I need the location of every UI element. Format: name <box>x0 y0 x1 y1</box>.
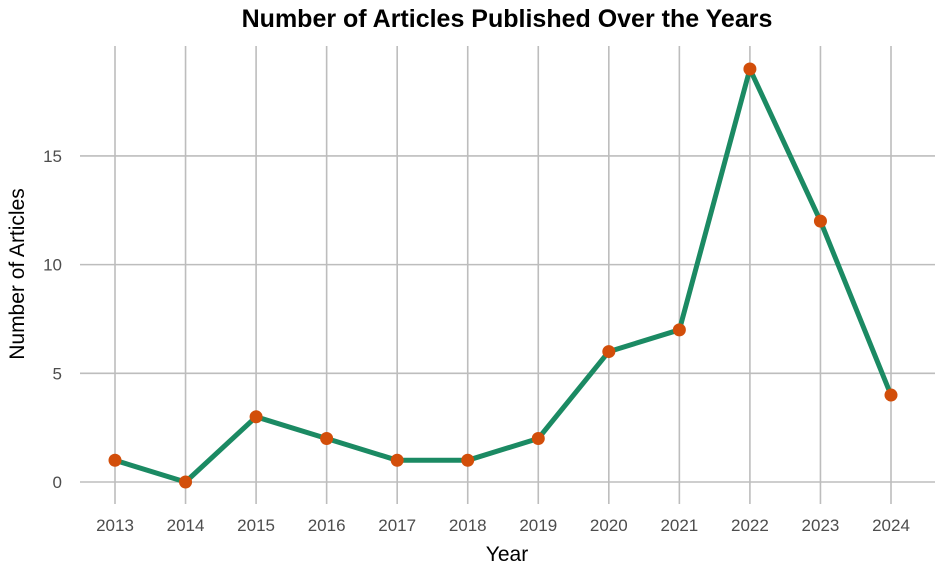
data-point <box>390 453 404 467</box>
x-tick-label: 2014 <box>167 516 205 535</box>
chart-title: Number of Articles Published Over the Ye… <box>242 5 773 33</box>
data-point <box>813 214 827 228</box>
y-tick-label: 15 <box>43 147 62 166</box>
data-point <box>743 62 757 76</box>
x-tick-label: 2016 <box>308 516 346 535</box>
x-tick-label: 2024 <box>872 516 910 535</box>
x-tick-label: 2013 <box>96 516 134 535</box>
data-point <box>602 345 616 359</box>
x-tick-label: 2017 <box>378 516 416 535</box>
data-point <box>461 453 475 467</box>
x-tick-label: 2015 <box>237 516 275 535</box>
series <box>108 62 898 489</box>
y-tick-label: 0 <box>53 473 62 492</box>
y-axis-ticks: 0 5 10 15 <box>43 147 62 492</box>
data-point <box>249 410 263 424</box>
data-point <box>320 432 334 446</box>
x-tick-label: 2022 <box>731 516 769 535</box>
x-tick-label: 2020 <box>590 516 628 535</box>
y-axis-label: Number of Articles <box>6 188 29 360</box>
x-tick-label: 2018 <box>449 516 487 535</box>
x-axis-ticks: 2013 2014 2015 2016 2017 2018 2019 2020 2021 2022… <box>96 516 910 535</box>
data-point <box>884 388 898 402</box>
x-tick-label: 2023 <box>802 516 840 535</box>
y-tick-label: 5 <box>53 364 62 383</box>
data-point <box>531 432 545 446</box>
x-tick-label: 2019 <box>519 516 557 535</box>
x-tick-label: 2021 <box>660 516 698 535</box>
grid <box>80 46 935 504</box>
x-axis-label: Year <box>486 543 528 566</box>
data-point <box>672 323 686 337</box>
data-point <box>179 475 193 489</box>
y-tick-label: 10 <box>43 256 62 275</box>
series-line <box>112 66 894 485</box>
data-point <box>108 453 122 467</box>
